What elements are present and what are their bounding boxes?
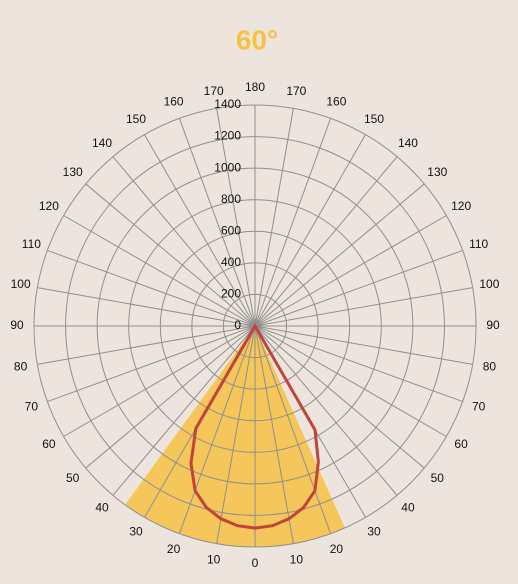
angle-label: 140 bbox=[398, 136, 418, 150]
grid-spoke bbox=[112, 325, 256, 496]
angle-label: 90 bbox=[10, 318, 24, 332]
grid-spoke bbox=[144, 134, 256, 327]
grid-spoke bbox=[37, 287, 256, 327]
angle-label: 150 bbox=[364, 112, 384, 126]
angle-label: 10 bbox=[207, 553, 221, 567]
angle-label: 160 bbox=[326, 95, 346, 109]
grid-spoke bbox=[254, 108, 294, 327]
grid-spoke bbox=[254, 325, 398, 496]
grid-spoke bbox=[85, 183, 256, 327]
grid-spoke bbox=[63, 215, 256, 327]
r-tick-label: 800 bbox=[221, 192, 241, 206]
angle-label: 130 bbox=[63, 165, 83, 179]
grid-spoke bbox=[254, 325, 425, 469]
grid-spoke bbox=[112, 156, 256, 327]
r-tick-label: 600 bbox=[221, 223, 241, 237]
angle-label: 70 bbox=[25, 400, 39, 414]
grid-spoke bbox=[254, 325, 447, 437]
angle-label: 100 bbox=[479, 277, 499, 291]
grid-spoke bbox=[37, 325, 256, 365]
angle-label: 40 bbox=[95, 500, 109, 514]
grid-spoke bbox=[254, 325, 294, 544]
angle-label: 80 bbox=[14, 360, 28, 374]
grid-spoke bbox=[47, 325, 256, 403]
grid-spoke bbox=[63, 325, 256, 437]
grid-spoke bbox=[254, 215, 447, 327]
r-tick-label: 1000 bbox=[214, 160, 241, 174]
chart-title: 60° bbox=[236, 24, 278, 55]
grid-spoke bbox=[254, 325, 332, 534]
grid-spoke bbox=[47, 249, 256, 327]
r-tick-label: 0 bbox=[234, 318, 241, 332]
r-tick-label: 1400 bbox=[214, 97, 241, 111]
angle-label: 170 bbox=[204, 84, 224, 98]
angle-label: 20 bbox=[167, 542, 181, 556]
grid-spoke bbox=[254, 287, 473, 327]
angle-label: 80 bbox=[483, 360, 497, 374]
intensity-curve bbox=[189, 323, 320, 530]
angle-label: 110 bbox=[469, 237, 488, 251]
grid-spoke bbox=[85, 325, 256, 469]
r-tick-label: 200 bbox=[221, 287, 241, 301]
angle-label: 180 bbox=[245, 80, 265, 94]
grid-spoke bbox=[254, 183, 425, 327]
grid-spoke bbox=[178, 118, 256, 327]
angle-label: 50 bbox=[66, 471, 80, 485]
angle-label: 120 bbox=[39, 199, 59, 213]
angle-label: 40 bbox=[401, 500, 415, 514]
angle-label: 120 bbox=[451, 199, 471, 213]
angle-label: 130 bbox=[427, 165, 447, 179]
angle-label: 150 bbox=[126, 112, 146, 126]
angle-label: 10 bbox=[290, 553, 304, 567]
angle-label: 140 bbox=[92, 136, 112, 150]
grid-spoke bbox=[216, 108, 256, 327]
angle-label: 160 bbox=[164, 95, 184, 109]
angle-label: 100 bbox=[11, 277, 31, 291]
grid-spoke bbox=[254, 118, 332, 327]
grid-spoke bbox=[178, 325, 256, 534]
angle-label: 60 bbox=[42, 437, 56, 451]
angle-label: 90 bbox=[486, 318, 500, 332]
angle-label: 170 bbox=[286, 84, 306, 98]
grid-spoke bbox=[216, 325, 256, 544]
r-tick-label: 400 bbox=[221, 255, 241, 269]
angle-label: 50 bbox=[431, 471, 445, 485]
angle-label: 20 bbox=[330, 542, 344, 556]
angle-label: 0 bbox=[252, 556, 259, 570]
grid-spoke bbox=[254, 156, 398, 327]
angle-label: 60 bbox=[454, 437, 468, 451]
r-tick-label: 1200 bbox=[214, 129, 241, 143]
grid-spoke bbox=[254, 249, 463, 327]
angle-label: 70 bbox=[472, 400, 486, 414]
grid-spoke bbox=[254, 325, 473, 365]
grid-spoke bbox=[254, 134, 366, 327]
beam-wedge bbox=[125, 326, 345, 547]
angle-label: 30 bbox=[367, 524, 381, 538]
angle-label: 30 bbox=[129, 524, 143, 538]
angle-label: 110 bbox=[22, 237, 41, 251]
grid-spoke bbox=[254, 325, 463, 403]
